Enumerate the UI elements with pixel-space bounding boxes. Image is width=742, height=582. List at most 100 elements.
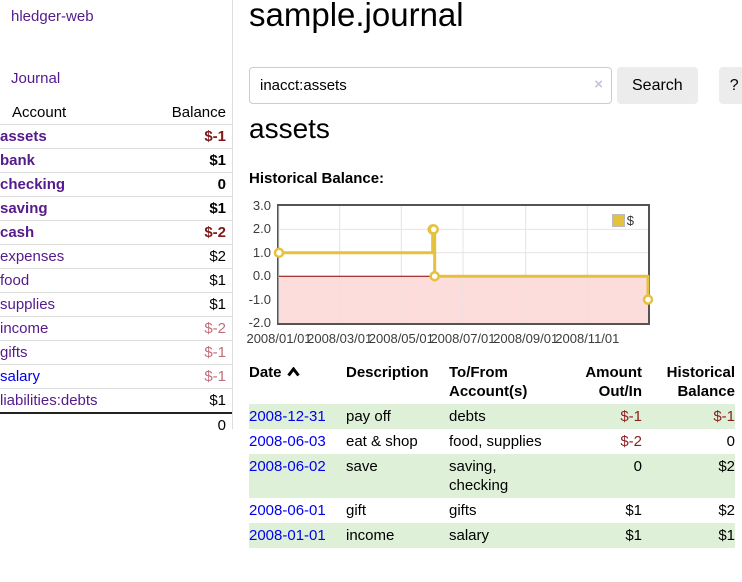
transaction-row: 2008-12-31 pay off debts $-1 $-1 xyxy=(249,404,735,429)
transaction-accounts: gifts xyxy=(449,502,477,519)
header-date[interactable]: Date xyxy=(249,360,346,404)
account-row: bank $1 xyxy=(0,148,232,173)
search-button[interactable]: Search xyxy=(617,67,698,104)
clear-search-icon[interactable]: × xyxy=(594,76,603,93)
transaction-amount: $1 xyxy=(625,502,642,519)
transaction-accounts: debts xyxy=(449,408,486,425)
header-to-from-accounts: To/From Account(s) xyxy=(449,364,528,400)
transaction-amount: $1 xyxy=(625,527,642,544)
sidebar-item-journal[interactable]: Journal xyxy=(11,70,61,87)
account-balance: $-1 xyxy=(143,124,232,149)
header-amount-out-in: Amount Out/In xyxy=(585,364,642,400)
account-link-liabilities-debts[interactable]: liabilities:debts xyxy=(0,392,98,409)
transaction-amount: 0 xyxy=(633,458,642,475)
account-row: salary $-1 xyxy=(0,364,232,389)
balance-line-svg xyxy=(273,206,654,323)
account-link-cash[interactable]: cash xyxy=(0,224,35,241)
header-historical-balance: Historical Balance xyxy=(666,364,735,400)
legend-swatch-icon xyxy=(611,214,625,227)
accounts-header-account: Account xyxy=(12,104,67,121)
account-balance: $-1 xyxy=(143,364,232,389)
x-axis-label: 2008/11/01 xyxy=(555,331,620,346)
chart-heading: Historical Balance: xyxy=(249,170,385,187)
account-link-salary[interactable]: salary xyxy=(0,368,41,385)
accounts-total: 0 xyxy=(143,412,232,437)
transaction-row: 2008-06-03 eat & shop food, supplies $-2… xyxy=(249,429,735,454)
transaction-accounts: saving, checking xyxy=(449,458,509,494)
account-balance: $-2 xyxy=(143,316,232,341)
transaction-description: income xyxy=(346,527,395,544)
account-link-food[interactable]: food xyxy=(0,272,30,289)
transaction-description: gift xyxy=(346,502,367,519)
transaction-description: eat & shop xyxy=(346,433,418,450)
transaction-amount: $-2 xyxy=(620,433,642,450)
header-description: Description xyxy=(346,364,429,381)
transaction-date-link[interactable]: 2008-06-02 xyxy=(249,458,326,475)
legend-label: $ xyxy=(626,213,634,228)
transaction-row: 2008-01-01 income salary $1 $1 xyxy=(249,523,735,548)
accounts-header-row: Account Balance xyxy=(0,101,232,125)
historical-balance-chart: 3.0 2.0 1.0 0.0 -1.0 -2.0 $ 2008/01/01 2… xyxy=(241,198,671,349)
account-link-gifts[interactable]: gifts xyxy=(0,344,28,361)
help-button[interactable]: ? xyxy=(718,67,742,104)
account-balance: $1 xyxy=(143,268,232,293)
y-axis-label: 2.0 xyxy=(252,221,271,237)
account-balance: $-1 xyxy=(143,340,232,365)
account-balance: $1 xyxy=(143,148,232,173)
account-row: assets $-1 xyxy=(0,124,232,149)
account-link-assets[interactable]: assets xyxy=(0,128,47,145)
y-axis-label: 1.0 xyxy=(252,244,271,260)
transaction-balance: $1 xyxy=(718,527,735,544)
chart-legend: $ xyxy=(611,213,634,228)
account-link-checking[interactable]: checking xyxy=(0,176,66,193)
search-input[interactable] xyxy=(249,67,612,104)
account-row: income $-2 xyxy=(0,316,232,341)
y-axis-label: 0.0 xyxy=(252,268,271,284)
sidebar: hledger-web Journal Account Balance asse… xyxy=(0,0,233,437)
x-axis-label: 2008/07/01 xyxy=(430,331,496,346)
register-header-row: Date Description To/From Account(s) Amou… xyxy=(249,360,735,404)
account-row: cash $-2 xyxy=(0,220,232,245)
y-axis-label: -2.0 xyxy=(248,315,271,330)
account-row: checking 0 xyxy=(0,172,232,197)
x-axis-label: 2008/05/01 xyxy=(368,331,434,346)
transaction-balance: $2 xyxy=(718,502,735,519)
account-balance: $1 xyxy=(143,388,232,413)
transaction-amount: $-1 xyxy=(620,408,642,425)
page-title: sample.journal xyxy=(249,0,464,33)
transaction-date-link[interactable]: 2008-06-01 xyxy=(249,502,326,519)
account-row: expenses $2 xyxy=(0,244,232,269)
brand-link[interactable]: hledger-web xyxy=(11,8,94,25)
account-balance: $1 xyxy=(143,196,232,221)
account-link-income[interactable]: income xyxy=(0,320,49,337)
account-row: food $1 xyxy=(0,268,232,293)
chart-plot-area: $ xyxy=(273,204,654,325)
transaction-row: 2008-06-01 gift gifts $1 $2 xyxy=(249,498,735,523)
transaction-description: pay off xyxy=(346,408,391,425)
account-link-bank[interactable]: bank xyxy=(0,152,36,169)
transaction-description: save xyxy=(346,458,378,475)
account-row: saving $1 xyxy=(0,196,232,221)
transaction-balance: $-1 xyxy=(713,408,735,425)
transaction-date-link[interactable]: 2008-12-31 xyxy=(249,408,326,425)
transaction-accounts: food, supplies xyxy=(449,433,542,450)
transaction-row: 2008-06-02 save saving, checking 0 $2 xyxy=(249,454,735,498)
y-axis-label: 3.0 xyxy=(252,198,271,213)
account-balance: 0 xyxy=(143,172,232,197)
account-row: supplies $1 xyxy=(0,292,232,317)
transaction-date-link[interactable]: 2008-06-03 xyxy=(249,433,326,450)
transaction-date-link[interactable]: 2008-01-01 xyxy=(249,527,326,544)
account-row: gifts $-1 xyxy=(0,340,232,365)
account-balance: $1 xyxy=(143,292,232,317)
search-form: × Search ? xyxy=(249,67,742,104)
x-axis-label: 2008/01/01 xyxy=(246,331,312,346)
transaction-balance: 0 xyxy=(726,433,735,450)
account-row: liabilities:debts $1 xyxy=(0,388,232,413)
account-link-supplies[interactable]: supplies xyxy=(0,296,56,313)
transaction-balance: $2 xyxy=(718,458,735,475)
account-link-expenses[interactable]: expenses xyxy=(0,248,65,265)
account-heading: assets xyxy=(249,113,330,144)
accounts-total-row: 0 xyxy=(0,412,232,437)
account-balance: $-2 xyxy=(143,220,232,245)
account-link-saving[interactable]: saving xyxy=(0,200,48,217)
